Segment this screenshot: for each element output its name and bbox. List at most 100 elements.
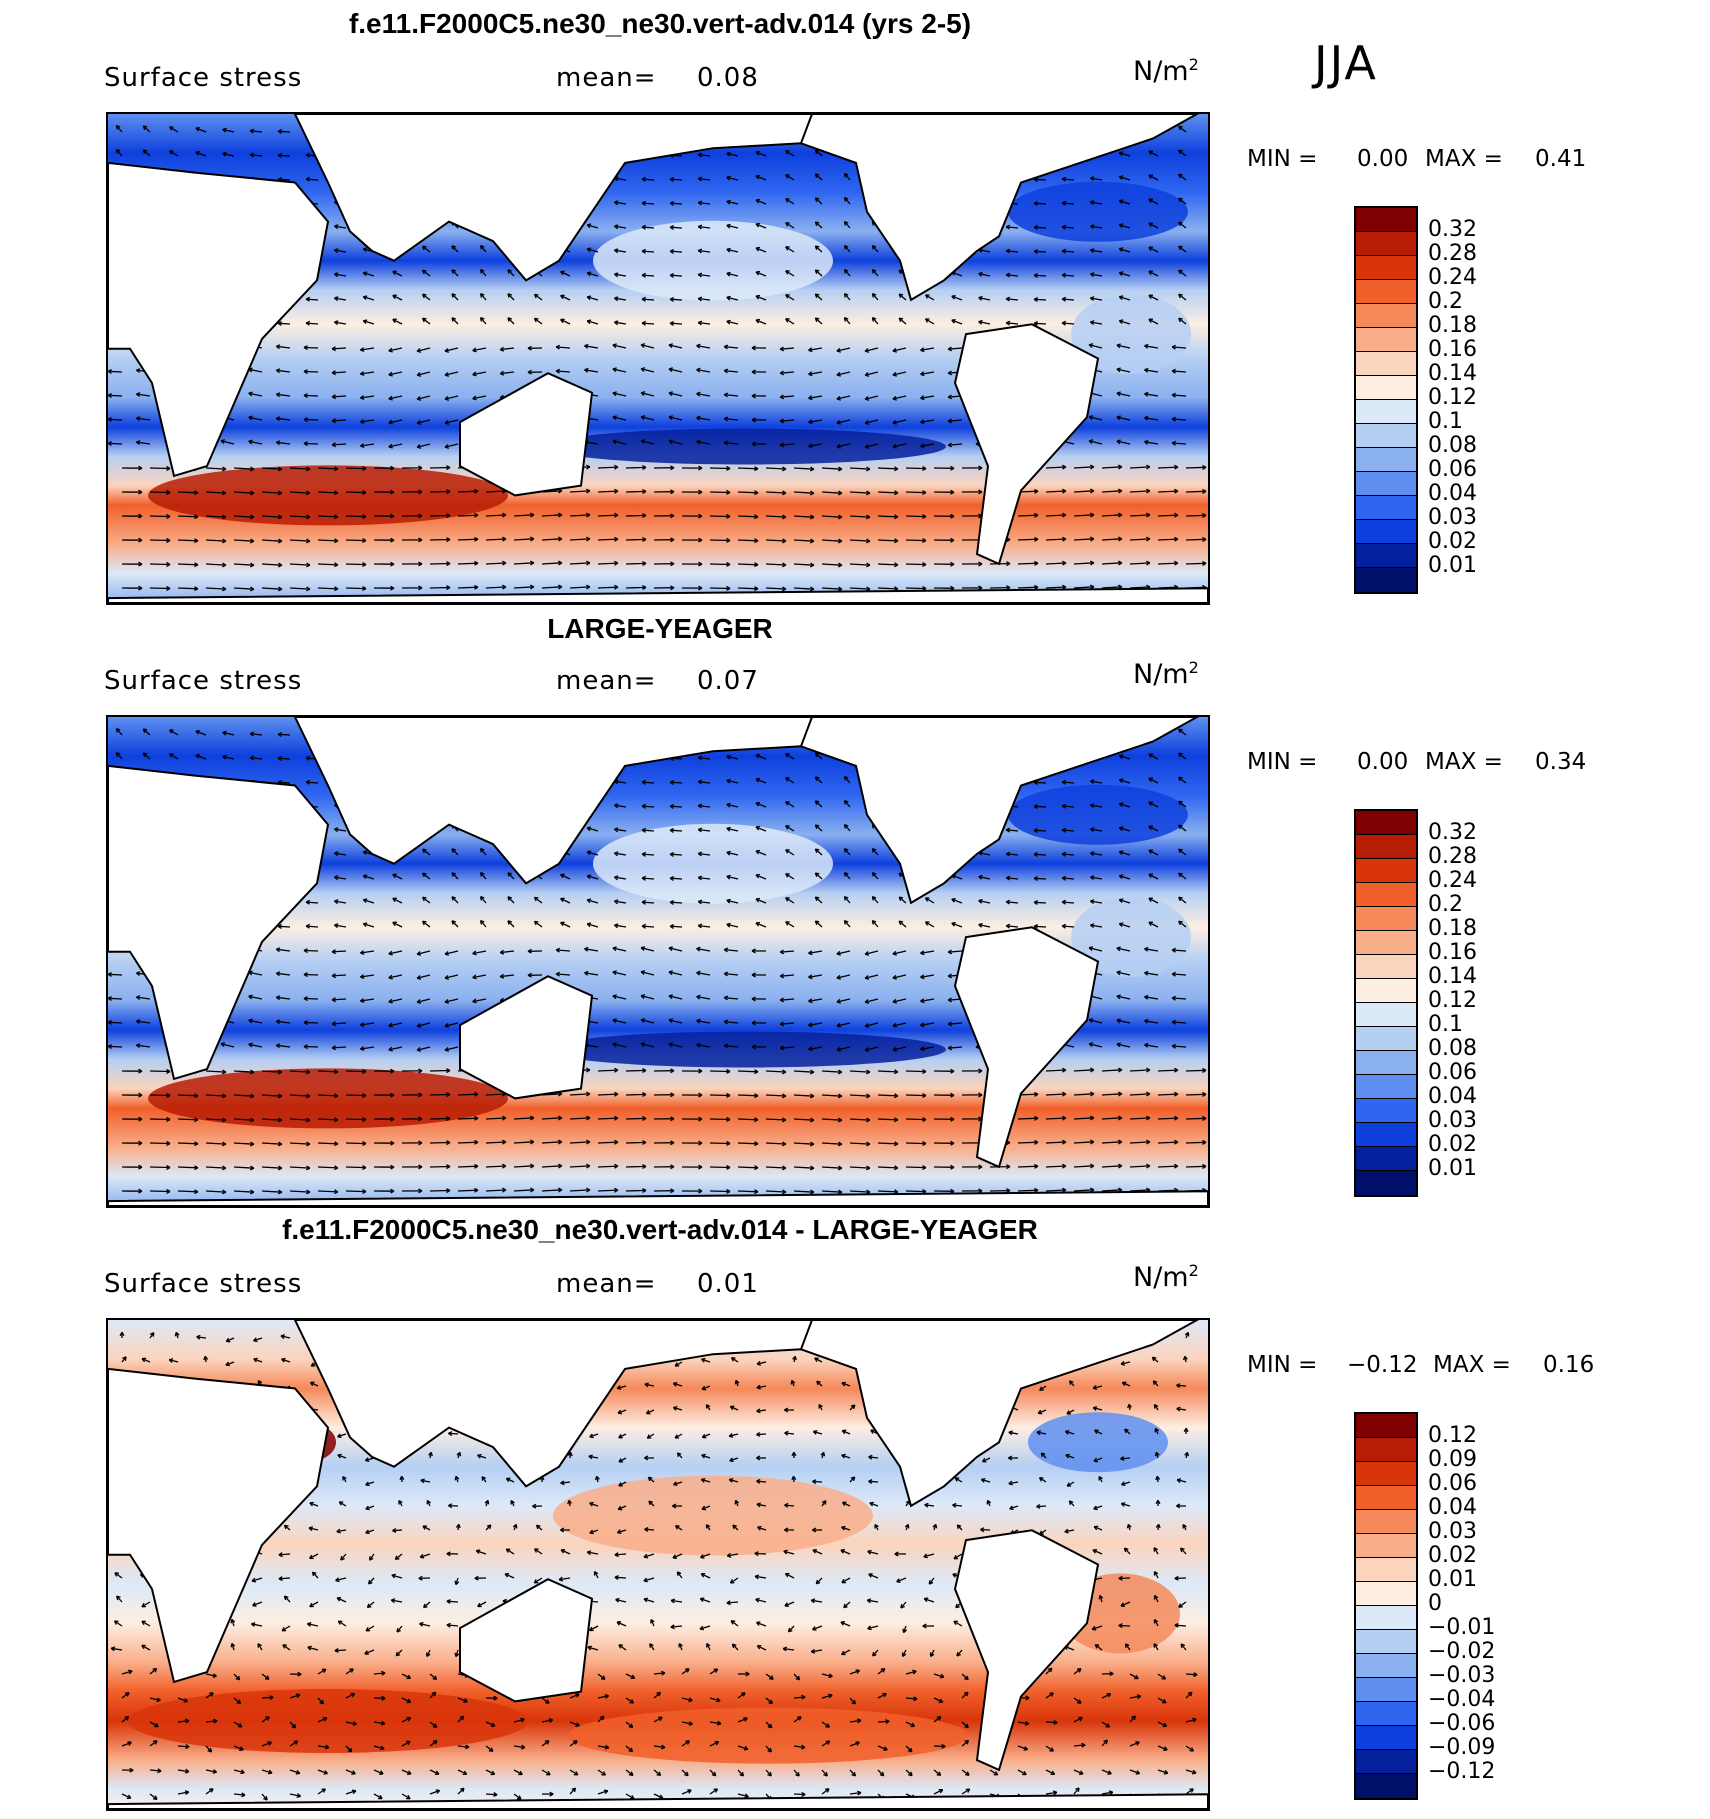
field-blob	[1071, 294, 1191, 375]
field-blob	[1008, 181, 1188, 242]
min-label: MIN =	[1247, 749, 1318, 775]
field-blob	[1008, 784, 1188, 845]
colorbar-tick-label: 0.02	[1428, 529, 1477, 554]
variable-label: Surface stress	[104, 666, 303, 696]
field-blob	[593, 220, 833, 301]
colorbar-swatch	[1356, 1558, 1416, 1582]
colorbar-swatch	[1356, 1702, 1416, 1726]
units-superscript: 2	[1188, 1261, 1199, 1280]
landmass	[108, 1367, 330, 1684]
colorbar-swatch	[1356, 1726, 1416, 1750]
colorbar-swatch	[1356, 448, 1416, 472]
colorbar-swatch	[1356, 232, 1416, 256]
colorbar-swatch	[1356, 400, 1416, 424]
colorbar-tick-label: 0.2	[1428, 892, 1463, 917]
continents	[108, 1320, 1208, 1809]
colorbar-tick-label: −0.04	[1428, 1687, 1496, 1712]
colorbar-tick-label: 0.03	[1428, 1519, 1477, 1544]
field-blob	[128, 1688, 528, 1753]
landmass	[953, 1529, 1100, 1772]
colorbar-tick-label: 0.32	[1428, 820, 1477, 845]
colorbar-tick-label: 0.08	[1428, 433, 1477, 458]
colorbar	[1354, 1412, 1418, 1800]
colorbar-tick-label: 0.16	[1428, 940, 1477, 965]
units-text: N/m	[1133, 56, 1189, 87]
colorbar-swatch	[1356, 1774, 1416, 1798]
colorbar-swatch	[1356, 979, 1416, 1003]
colorbar-swatch	[1356, 568, 1416, 592]
colorbar-tick-label: 0.03	[1428, 1108, 1477, 1133]
colorbar-swatch	[1356, 907, 1416, 931]
landmass	[459, 1578, 594, 1703]
landmass	[108, 161, 330, 478]
colorbar-tick-label: −0.03	[1428, 1663, 1496, 1688]
colorbar-tick-label: 0.03	[1428, 505, 1477, 530]
colorbar-tick-label: 0.24	[1428, 265, 1477, 290]
colorbar-swatch	[1356, 835, 1416, 859]
units-superscript: 2	[1188, 658, 1199, 677]
landmass	[108, 764, 330, 1081]
colorbar-swatch	[1356, 544, 1416, 568]
colorbar-tick-label: 0.28	[1428, 844, 1477, 869]
colorbar-swatch	[1356, 811, 1416, 835]
min-value: −0.12	[1347, 1352, 1418, 1378]
colorbar	[1354, 206, 1418, 594]
max-label: MAX =	[1425, 749, 1503, 775]
colorbar-swatch	[1356, 955, 1416, 979]
colorbar-swatch	[1356, 1099, 1416, 1123]
landmass	[459, 372, 594, 497]
colorbar-tick-label: −0.02	[1428, 1639, 1496, 1664]
panel-title: f.e11.F2000C5.ne30_ne30.vert-adv.014 - L…	[282, 1214, 1038, 1245]
field-blob	[546, 1031, 946, 1068]
landmass	[459, 975, 594, 1100]
panel-title: f.e11.F2000C5.ne30_ne30.vert-adv.014 (yr…	[348, 8, 972, 39]
landmass	[108, 1793, 1208, 1809]
colorbar-swatch	[1356, 208, 1416, 232]
continents	[108, 114, 1208, 603]
max-label: MAX =	[1433, 1352, 1511, 1378]
colorbar-swatch	[1356, 472, 1416, 496]
max-label: MAX =	[1425, 146, 1503, 172]
map-plot	[106, 715, 1210, 1208]
variable-label: Surface stress	[104, 63, 303, 93]
field-blob	[148, 465, 508, 526]
map-svg	[108, 114, 1208, 603]
map-panel-3: f.e11.F2000C5.ne30_ne30.vert-adv.014 - L…	[0, 1206, 1710, 1811]
colorbar-labels: 0.32 0.28 0.24 0.2 0.18 0.16 0.14 0.12 0.1 0.08 0.…	[1428, 821, 1477, 1181]
colorbar-swatch	[1356, 520, 1416, 544]
colorbar-swatch	[1356, 352, 1416, 376]
colorbar-swatch	[1356, 859, 1416, 883]
colorbar-swatch	[1356, 1027, 1416, 1051]
colorbar-tick-label: 0.04	[1428, 1084, 1477, 1109]
colorbar-tick-label: 0.32	[1428, 217, 1477, 242]
landmass	[799, 114, 1200, 302]
colorbar-tick-label: 0.12	[1428, 988, 1477, 1013]
colorbar-tick-label: 0.01	[1428, 553, 1477, 578]
colorbar-tick-label: −0.01	[1428, 1615, 1496, 1640]
colorbar-swatch	[1356, 1750, 1416, 1774]
colorbar-swatch	[1356, 496, 1416, 520]
mean-label: mean=	[556, 63, 657, 93]
colorbar-swatch	[1356, 1534, 1416, 1558]
field-blob	[553, 1475, 873, 1556]
colorbar-swatch	[1356, 328, 1416, 352]
landmass	[953, 926, 1100, 1169]
map-plot	[106, 1318, 1210, 1811]
min-value: 0.00	[1357, 146, 1409, 172]
max-value: 0.41	[1535, 146, 1587, 172]
colorbar-swatch	[1356, 1147, 1416, 1171]
panel-title: LARGE-YEAGER	[547, 613, 773, 644]
colorbar-tick-label: 0.14	[1428, 964, 1477, 989]
map-plot	[106, 112, 1210, 605]
field-blob	[1071, 897, 1191, 978]
colorbar-swatch	[1356, 1123, 1416, 1147]
map-svg	[108, 717, 1208, 1206]
colorbar-tick-label: 0.28	[1428, 241, 1477, 266]
colorbar-tick-label: −0.12	[1428, 1759, 1496, 1784]
units-text: N/m	[1133, 659, 1189, 690]
units-label: N/m2	[1133, 55, 1199, 87]
colorbar-tick-label: 0.18	[1428, 916, 1477, 941]
max-value: 0.16	[1543, 1352, 1595, 1378]
map-panel-2: LARGE-YEAGER Surface stress mean= 0.07 N/m2 M…	[0, 603, 1710, 1208]
colorbar-swatch	[1356, 304, 1416, 328]
